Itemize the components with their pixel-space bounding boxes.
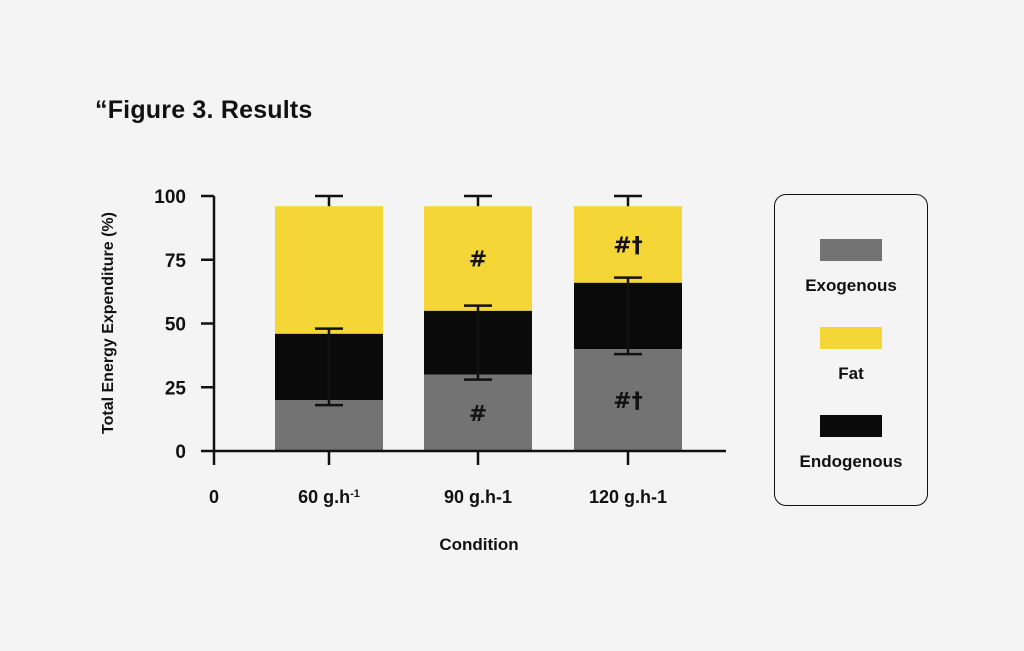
legend-swatch-exogenous — [820, 239, 882, 261]
y-tick-label-0: 0 — [175, 442, 186, 463]
legend-label-endogenous: Endogenous — [799, 452, 903, 471]
axes-layer: 0 25 50 75 100 60 g.h-1 90 g.h-1 120 g.h-1 — [154, 187, 726, 507]
bar-fat-3 — [574, 206, 682, 283]
y-axis-label: Total Energy Expenditure (%) — [100, 212, 117, 434]
stacked-bar-chart: # # #† #† 0 25 50 75 100 60 g.h-1 90 g.h-1 120 g.h… — [100, 187, 726, 554]
x-tick-label-2: 90 g.h-1 — [444, 487, 512, 507]
error-bars-layer — [315, 194, 642, 407]
y-tick-label-75: 75 — [165, 251, 187, 272]
bar-exogenous-2 — [424, 374, 532, 451]
legend-item-fat: Fat — [775, 327, 927, 384]
legend-item-endogenous: Endogenous — [775, 415, 927, 472]
legend-swatch-fat — [820, 327, 882, 349]
annotation-4: #† — [613, 389, 642, 414]
x-axis-label: Condition — [439, 535, 518, 554]
annotation-1: # — [469, 247, 487, 272]
chart-legend: Exogenous Fat Endogenous — [774, 194, 928, 506]
bar-exogenous-3 — [574, 349, 682, 451]
bar-fat-2 — [424, 206, 532, 311]
annotation-2: # — [469, 402, 487, 427]
legend-item-exogenous: Exogenous — [775, 239, 927, 296]
legend-label-fat: Fat — [838, 364, 864, 383]
legend-label-exogenous: Exogenous — [805, 276, 897, 295]
x-tick-label-3: 120 g.h-1 — [589, 487, 667, 507]
x-origin-label: 0 — [209, 487, 219, 507]
y-tick-label-100: 100 — [154, 187, 186, 208]
bars-layer — [275, 206, 682, 451]
bar-exogenous-1 — [275, 400, 383, 451]
legend-swatch-endogenous — [820, 415, 882, 437]
y-tick-label-25: 25 — [165, 378, 187, 399]
annotations-layer: # # #† #† — [469, 233, 643, 426]
x-tick-superscript-1: -1 — [350, 488, 360, 500]
figure-title: “Figure 3. Results — [95, 96, 313, 124]
x-tick-label-1: 60 g.h-1 — [298, 487, 360, 507]
y-tick-label-50: 50 — [165, 315, 186, 336]
annotation-3: #† — [613, 233, 642, 258]
bar-fat-1 — [275, 206, 383, 334]
